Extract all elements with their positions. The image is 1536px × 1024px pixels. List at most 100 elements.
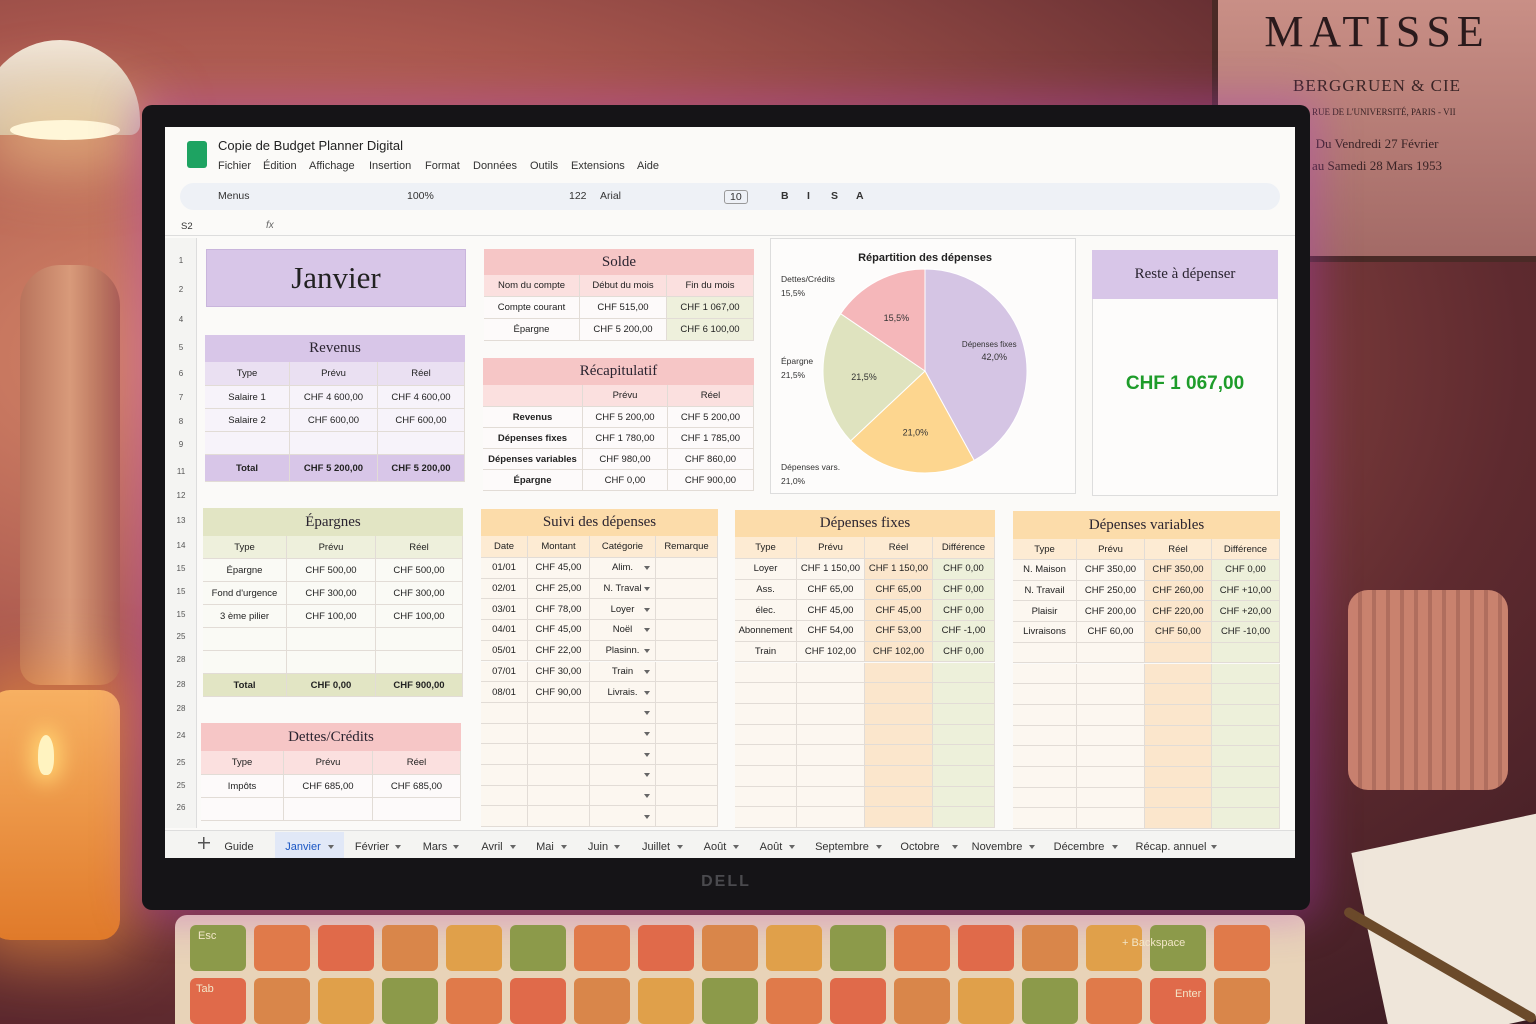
menu-item[interactable]: Insertion [369,160,412,172]
key[interactable] [1086,978,1142,1024]
slice-value: 21,5% [851,372,877,382]
tab-arrow[interactable] [876,845,882,849]
sheet-tab[interactable]: Août [703,841,727,853]
tab-arrow[interactable] [395,845,401,849]
dropdown-arrow[interactable] [644,669,650,674]
sheet-tab[interactable]: Septembre [815,841,869,853]
sheet-tab[interactable]: Mai [536,841,554,853]
menu-item[interactable]: Édition [263,160,297,172]
key[interactable] [830,925,886,971]
sheet-tab[interactable]: Décembre [1053,841,1105,853]
key[interactable] [318,925,374,971]
toolbar-item[interactable]: B [781,190,789,202]
key[interactable] [254,978,310,1024]
menu-item[interactable]: Outils [530,160,559,172]
menu-item[interactable]: Format [425,160,460,172]
tab-arrow[interactable] [1112,845,1118,849]
dropdown-arrow[interactable] [644,566,650,571]
key[interactable] [958,978,1014,1024]
dropdown-arrow[interactable] [644,773,650,778]
key[interactable] [1150,925,1206,971]
dropdown-arrow[interactable] [644,607,650,612]
key[interactable] [1150,978,1206,1024]
dropdown-arrow[interactable] [644,628,650,633]
key[interactable] [702,925,758,971]
key[interactable] [1022,925,1078,971]
empty-cell [1013,663,1077,685]
key[interactable] [830,978,886,1024]
empty-cell [735,724,797,746]
key[interactable] [382,978,438,1024]
key[interactable] [446,925,502,971]
menu-item[interactable]: Fichier [218,160,252,172]
sheet-tab[interactable]: Novembre [971,841,1023,853]
sheet-tab[interactable]: Avril [481,841,503,853]
dropdown-arrow[interactable] [644,794,650,799]
tab-arrow[interactable] [614,845,620,849]
dropdown-arrow[interactable] [644,587,650,592]
key[interactable] [446,978,502,1024]
dropdown-arrow[interactable] [644,649,650,654]
key[interactable] [254,925,310,971]
slice-value: 42,0% [982,352,1008,362]
menu-item[interactable]: Aide [637,160,660,172]
key[interactable] [702,978,758,1024]
key[interactable] [574,978,630,1024]
key[interactable] [1086,925,1142,971]
toolbar-item[interactable]: A [856,190,864,202]
key[interactable] [1022,978,1078,1024]
sheet-tab[interactable]: Février [354,841,390,853]
toolbar-item[interactable]: 122 [569,190,587,202]
tab-arrow[interactable] [1029,845,1035,849]
sheet-tab[interactable]: Juillet [641,841,671,853]
toolbar-item[interactable]: S [831,190,839,202]
sheet-tab[interactable]: Récap. annuel [1135,841,1207,853]
tab-arrow[interactable] [453,845,459,849]
tab-arrow[interactable] [1211,845,1217,849]
sheet-tab[interactable]: Janvier [285,841,321,853]
sheet-tab[interactable]: Mars [422,841,448,853]
dropdown-arrow[interactable] [644,711,650,716]
tab-arrow[interactable] [733,845,739,849]
toolbar-item[interactable]: 100% [407,190,434,202]
toolbar-item[interactable]: Arial [600,190,622,202]
key[interactable] [190,978,246,1024]
add-sheet[interactable] [198,837,210,849]
sheet-tab[interactable]: Guide [224,841,254,853]
sheet-tab[interactable]: Octobre [900,841,940,853]
dropdown-arrow[interactable] [644,814,650,819]
dropdown-arrow[interactable] [644,731,650,736]
key[interactable] [894,925,950,971]
dropdown-arrow[interactable] [644,690,650,695]
key[interactable] [638,925,694,971]
tab-arrow[interactable] [510,845,516,849]
tab-arrow[interactable] [789,845,795,849]
toolbar-item[interactable]: 10 [724,190,748,204]
tab-arrow[interactable] [952,845,958,849]
key[interactable] [190,925,246,971]
key[interactable] [766,978,822,1024]
cell: CHF 78,00 [528,599,590,621]
tab-arrow[interactable] [677,845,683,849]
tab-arrow[interactable] [328,845,334,849]
dropdown-arrow[interactable] [644,752,650,757]
key[interactable] [1214,978,1270,1024]
menu-item[interactable]: Extensions [571,160,625,172]
key[interactable] [510,978,566,1024]
menu-item[interactable]: Données [473,160,518,172]
key[interactable] [510,925,566,971]
key[interactable] [766,925,822,971]
toolbar-item[interactable]: Menus [218,190,250,202]
toolbar-item[interactable]: I [807,190,810,202]
tab-arrow[interactable] [561,845,567,849]
key[interactable] [574,925,630,971]
key[interactable] [382,925,438,971]
key[interactable] [318,978,374,1024]
sheet-tab[interactable]: Août [759,841,783,853]
key[interactable] [1214,925,1270,971]
key[interactable] [638,978,694,1024]
key[interactable] [894,978,950,1024]
sheet-tab[interactable]: Juin [587,841,609,853]
menu-item[interactable]: Affichage [309,160,355,172]
key[interactable] [958,925,1014,971]
